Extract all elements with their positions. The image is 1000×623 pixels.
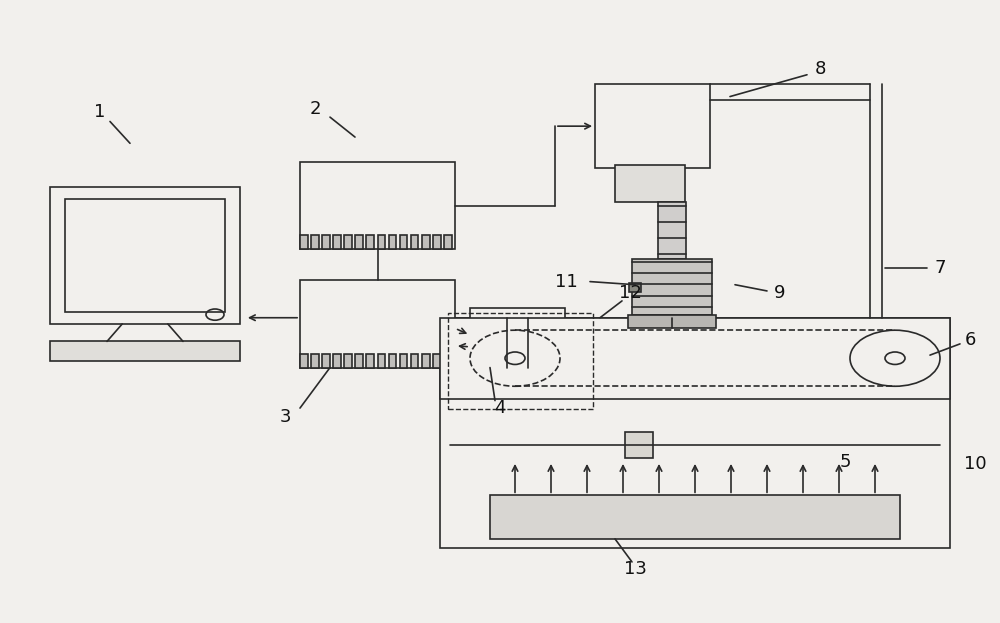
Bar	[411, 235, 418, 249]
Bar	[366, 354, 374, 368]
Bar	[65, 199, 225, 312]
Bar	[355, 235, 363, 249]
Bar	[389, 354, 396, 368]
Bar	[658, 202, 686, 259]
Text: 5: 5	[839, 454, 851, 471]
Bar	[50, 341, 240, 361]
Bar	[470, 308, 565, 368]
Bar	[444, 235, 452, 249]
Bar	[625, 432, 653, 458]
Bar	[433, 354, 441, 368]
Text: 1: 1	[94, 103, 106, 121]
Bar	[595, 84, 710, 168]
Bar	[300, 354, 308, 368]
Text: 4: 4	[494, 399, 506, 417]
Bar	[355, 354, 363, 368]
Bar	[50, 187, 240, 324]
Bar	[615, 165, 685, 202]
Bar	[311, 235, 319, 249]
Bar	[400, 235, 407, 249]
Text: 2: 2	[309, 100, 321, 118]
Text: 8: 8	[814, 60, 826, 77]
Text: 11: 11	[555, 273, 577, 290]
Bar	[344, 235, 352, 249]
Bar	[444, 354, 452, 368]
Bar	[300, 235, 308, 249]
Bar	[632, 259, 712, 315]
Circle shape	[470, 330, 560, 386]
Bar	[411, 354, 418, 368]
Text: 10: 10	[964, 455, 986, 473]
Bar	[422, 235, 430, 249]
Text: 13: 13	[624, 561, 646, 578]
Bar	[433, 235, 441, 249]
Bar	[344, 354, 352, 368]
Bar	[300, 162, 455, 249]
Bar	[628, 315, 716, 328]
Bar	[322, 235, 330, 249]
Bar	[333, 235, 341, 249]
Bar	[378, 235, 385, 249]
Bar	[440, 318, 950, 548]
Text: 9: 9	[774, 284, 786, 302]
Bar	[366, 235, 374, 249]
Bar	[400, 354, 407, 368]
Text: 3: 3	[279, 409, 291, 426]
Bar	[422, 354, 430, 368]
Circle shape	[850, 330, 940, 386]
Bar	[448, 313, 593, 409]
Text: 6: 6	[964, 331, 976, 348]
Bar	[490, 495, 900, 539]
Bar	[333, 354, 341, 368]
Bar	[389, 235, 396, 249]
Bar	[378, 354, 385, 368]
Bar	[322, 354, 330, 368]
Text: 12: 12	[619, 284, 641, 302]
Bar	[300, 280, 455, 368]
Bar	[629, 283, 641, 292]
Bar	[311, 354, 319, 368]
Bar	[440, 318, 950, 399]
Text: 7: 7	[934, 259, 946, 277]
